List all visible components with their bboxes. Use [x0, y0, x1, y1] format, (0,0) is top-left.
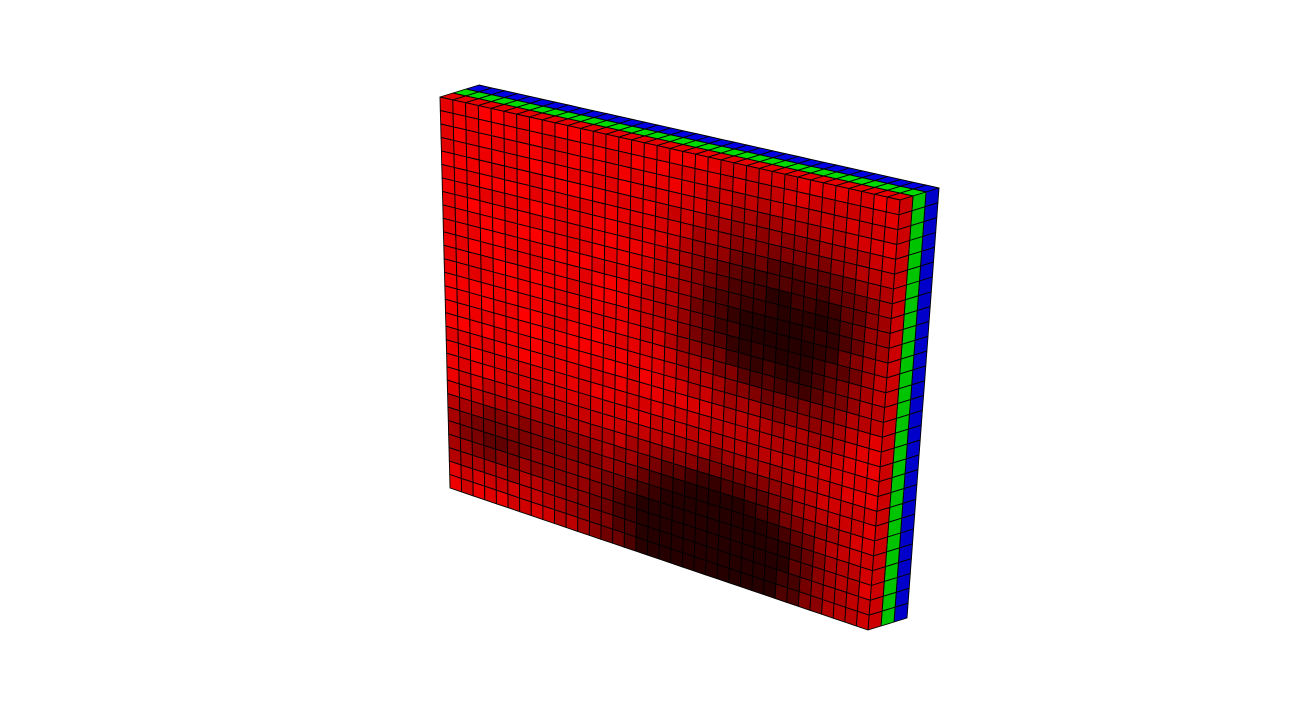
voxel-front-cell	[844, 606, 858, 627]
front-layer-right-edge	[867, 195, 914, 631]
front-layer-red-face	[439, 96, 901, 631]
voxel-front-cell	[855, 610, 870, 631]
